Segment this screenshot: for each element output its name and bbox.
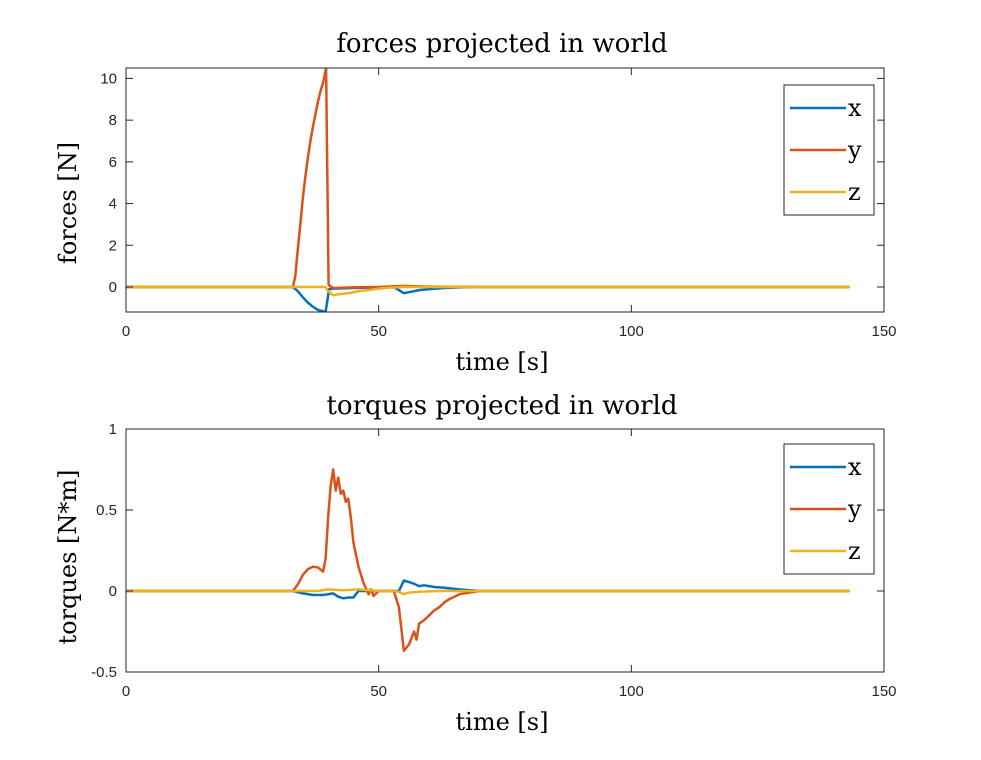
x-tick-label: 150 [871, 323, 896, 340]
y-tick-label: 1 [109, 421, 117, 438]
x-tick-label: 0 [122, 683, 130, 700]
plot-area: 0 50 100 150 0 2 4 6 8 10 [100, 67, 897, 340]
series-group [126, 468, 850, 653]
legend-label-z: z [848, 178, 861, 206]
series-line-y [126, 68, 850, 290]
chart-title: torques projected in world [326, 391, 677, 421]
x-axis-label: time [s] [456, 708, 549, 736]
legend-label-y: y [847, 136, 862, 164]
chart-title: forces projected in world [336, 29, 667, 59]
legend-label-z: z [848, 537, 861, 565]
y-tick-label: 6 [109, 154, 117, 171]
series-line-z [126, 588, 850, 596]
y-tick-label: 0 [109, 279, 117, 296]
legend-label-y: y [847, 495, 862, 523]
series-line-y [126, 468, 850, 653]
series-line-z [126, 285, 850, 297]
forces-chart: forces projected in world time [s] force… [54, 29, 897, 376]
axes-box [125, 428, 885, 673]
axes-box [125, 67, 885, 313]
x-axis-label: time [s] [456, 348, 549, 376]
y-tick-label: 2 [109, 237, 117, 254]
legend: xyz [783, 443, 875, 575]
legend-label-x: x [848, 453, 862, 481]
x-tick-label: 0 [122, 323, 130, 340]
series-line-x [126, 579, 850, 600]
y-tick-label: 0 [109, 583, 117, 600]
series-group [126, 68, 850, 312]
x-tick-label: 100 [619, 323, 644, 340]
y-axis-label: forces [N] [54, 142, 82, 264]
y-tick-label: 8 [109, 112, 117, 129]
x-tick-label: 150 [871, 683, 896, 700]
y-axis-label: torques [N*m] [54, 469, 82, 644]
y-tick-label: 0.5 [96, 502, 117, 519]
x-tick-label: 100 [619, 683, 644, 700]
y-tick-label: -0.5 [91, 664, 117, 681]
plot-area: 0 50 100 150 -0.5 0 0.5 1 [91, 421, 896, 700]
torques-chart: torques projected in world time [s] torq… [54, 391, 897, 736]
legend-label-x: x [848, 94, 862, 122]
y-tick-label: 10 [100, 70, 117, 87]
series-line-x [126, 285, 850, 312]
legend: xyz [783, 84, 875, 216]
x-tick-label: 50 [370, 323, 387, 340]
y-tick-label: 4 [109, 196, 117, 213]
x-tick-label: 50 [370, 683, 387, 700]
